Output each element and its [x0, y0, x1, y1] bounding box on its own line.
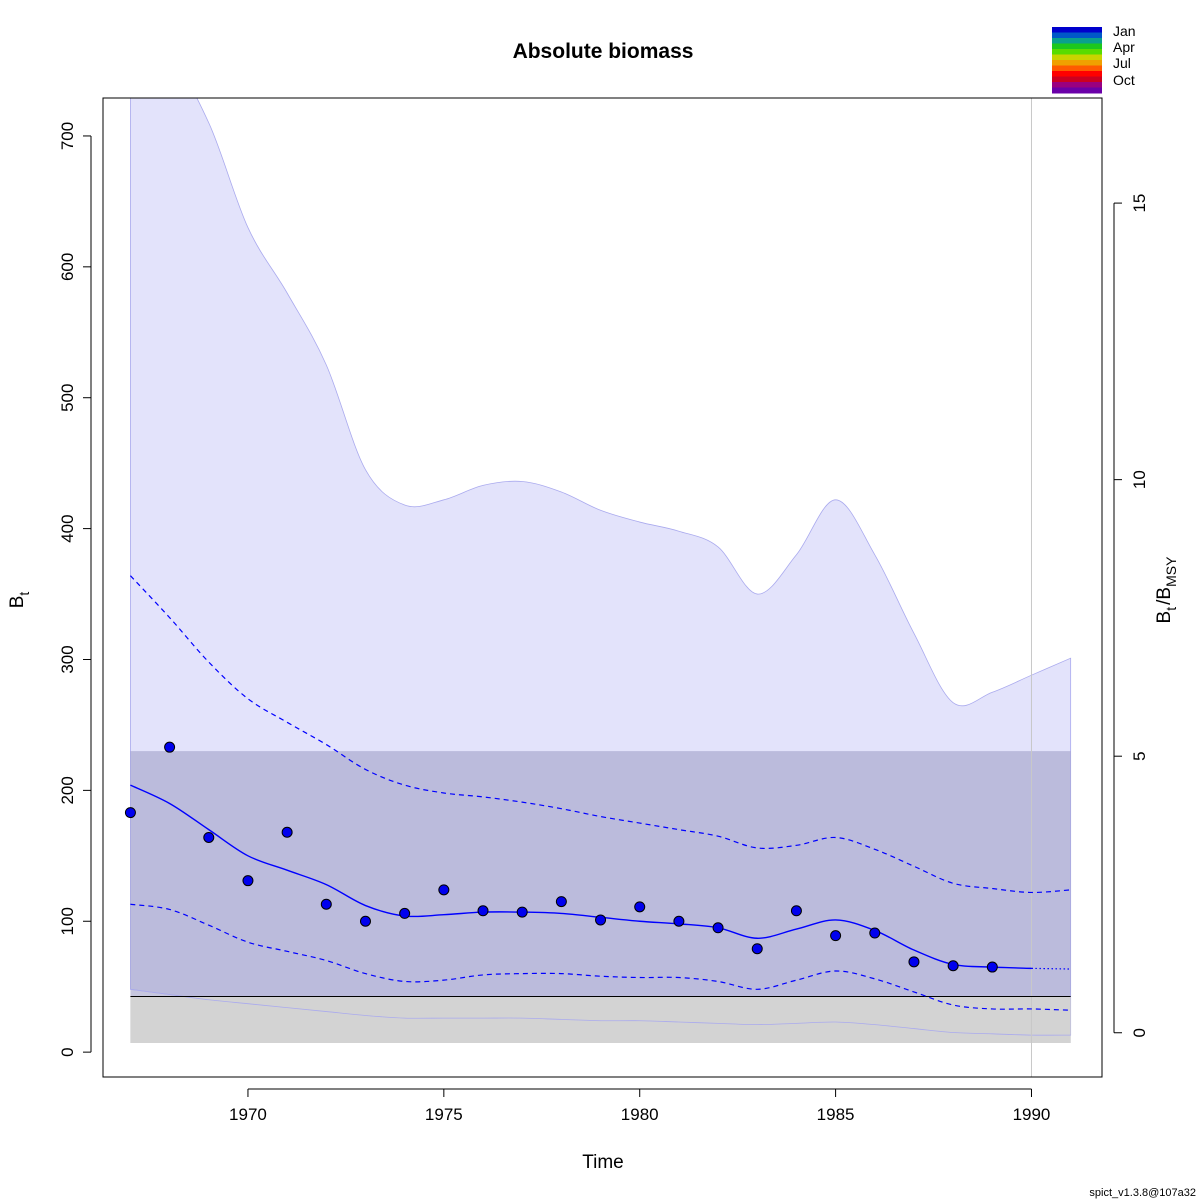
y-tick-label: 100 — [58, 907, 77, 935]
plot-frame — [102, 97, 1103, 1078]
observation-point — [516, 906, 528, 918]
legend-swatch — [1052, 38, 1102, 44]
legend-colorbar — [1052, 27, 1102, 94]
observation-points — [124, 741, 998, 973]
observation-point — [947, 960, 959, 972]
ensemble-lower-edge — [130, 988, 1071, 1036]
observation-point — [986, 961, 998, 973]
season-legend: Jan Apr Jul Oct — [1052, 23, 1136, 94]
observation-point — [320, 898, 332, 910]
observation-point — [712, 922, 724, 934]
observation-point — [124, 807, 136, 819]
y2-label-sep: / — [1154, 599, 1175, 605]
observation-point — [399, 907, 411, 919]
y2-label-main1: B — [1154, 611, 1175, 624]
legend-swatch — [1052, 32, 1102, 39]
observation-point — [242, 875, 254, 887]
legend-swatch — [1052, 54, 1102, 61]
y2-label-main2: B — [1154, 587, 1175, 600]
observation-point — [359, 915, 371, 927]
observation-point — [634, 901, 646, 913]
legend-label-jul: Jul — [1113, 55, 1131, 71]
x-tick-label: 1980 — [621, 1105, 659, 1124]
legend-swatch — [1052, 76, 1102, 83]
y-tick-label: 400 — [58, 514, 77, 542]
lower-gray-region — [130, 996, 1071, 1043]
biomass-forecast-line — [1031, 967, 1071, 970]
x-tick-label: 1985 — [817, 1105, 855, 1124]
observation-point — [164, 741, 176, 753]
y2-label-sub2: MSY — [1163, 556, 1179, 587]
x-tick-label: 1975 — [425, 1105, 463, 1124]
bmsy-confidence-band — [130, 751, 1071, 1043]
observation-point — [830, 930, 842, 942]
svg-text:Bt: Bt — [7, 592, 32, 609]
y-tick-label: 0 — [58, 1047, 77, 1056]
y2-tick-label: 0 — [1130, 1028, 1149, 1037]
ci-upper-line — [129, 575, 1071, 894]
legend-swatch — [1052, 60, 1102, 66]
y2-tick-label: 10 — [1130, 470, 1149, 489]
legend-label-apr: Apr — [1113, 39, 1135, 55]
y-axis-right: 0 5 10 15 — [1113, 194, 1149, 1037]
y2-label-sub1: t — [1163, 607, 1179, 611]
y-tick-label: 600 — [58, 253, 77, 281]
observation-point — [673, 915, 685, 927]
y2-tick-label: 5 — [1130, 751, 1149, 760]
y-axis-left: 0 100 200 300 400 500 600 700 — [58, 122, 92, 1057]
y-label-main: B — [7, 596, 28, 609]
observation-point — [790, 905, 802, 917]
x-axis: 1970 1975 1980 1985 1990 — [229, 1088, 1051, 1124]
svg-text:Bt/BMSY: Bt/BMSY — [1154, 556, 1179, 624]
y-tick-label: 300 — [58, 645, 77, 673]
observation-point — [555, 896, 567, 908]
y-tick-label: 700 — [58, 122, 77, 150]
legend-swatch — [1052, 65, 1102, 72]
legend-swatch — [1052, 49, 1102, 55]
version-footer: spict_v1.3.8@107a32 — [1089, 1187, 1196, 1199]
y2-axis-label: Bt/BMSY — [1154, 556, 1179, 624]
plot-area — [124, 98, 1072, 1077]
x-tick-label: 1990 — [1013, 1105, 1051, 1124]
y-tick-label: 500 — [58, 384, 77, 412]
legend-swatch — [1052, 82, 1102, 88]
observation-point — [438, 884, 450, 896]
observation-point — [203, 831, 215, 843]
chart-title: Absolute biomass — [513, 40, 694, 63]
y-label-sub: t — [16, 592, 32, 596]
legend-swatch — [1052, 71, 1102, 77]
y-axis-label: Bt — [7, 592, 32, 609]
observation-point — [281, 826, 293, 838]
legend-swatch — [1052, 87, 1102, 94]
observation-point — [477, 905, 489, 917]
observation-point — [751, 943, 763, 955]
observation-point — [908, 956, 920, 968]
ci-lower-line — [130, 903, 1071, 1011]
legend-swatch — [1052, 27, 1102, 33]
legend-swatch — [1052, 43, 1102, 50]
observation-point — [595, 914, 607, 926]
y2-tick-label: 15 — [1130, 194, 1149, 213]
legend-label-oct: Oct — [1113, 72, 1135, 88]
x-tick-label: 1970 — [229, 1105, 267, 1124]
y-tick-label: 200 — [58, 776, 77, 804]
observation-point — [869, 927, 881, 939]
x-axis-label: Time — [582, 1152, 624, 1173]
legend-label-jan: Jan — [1113, 23, 1136, 39]
